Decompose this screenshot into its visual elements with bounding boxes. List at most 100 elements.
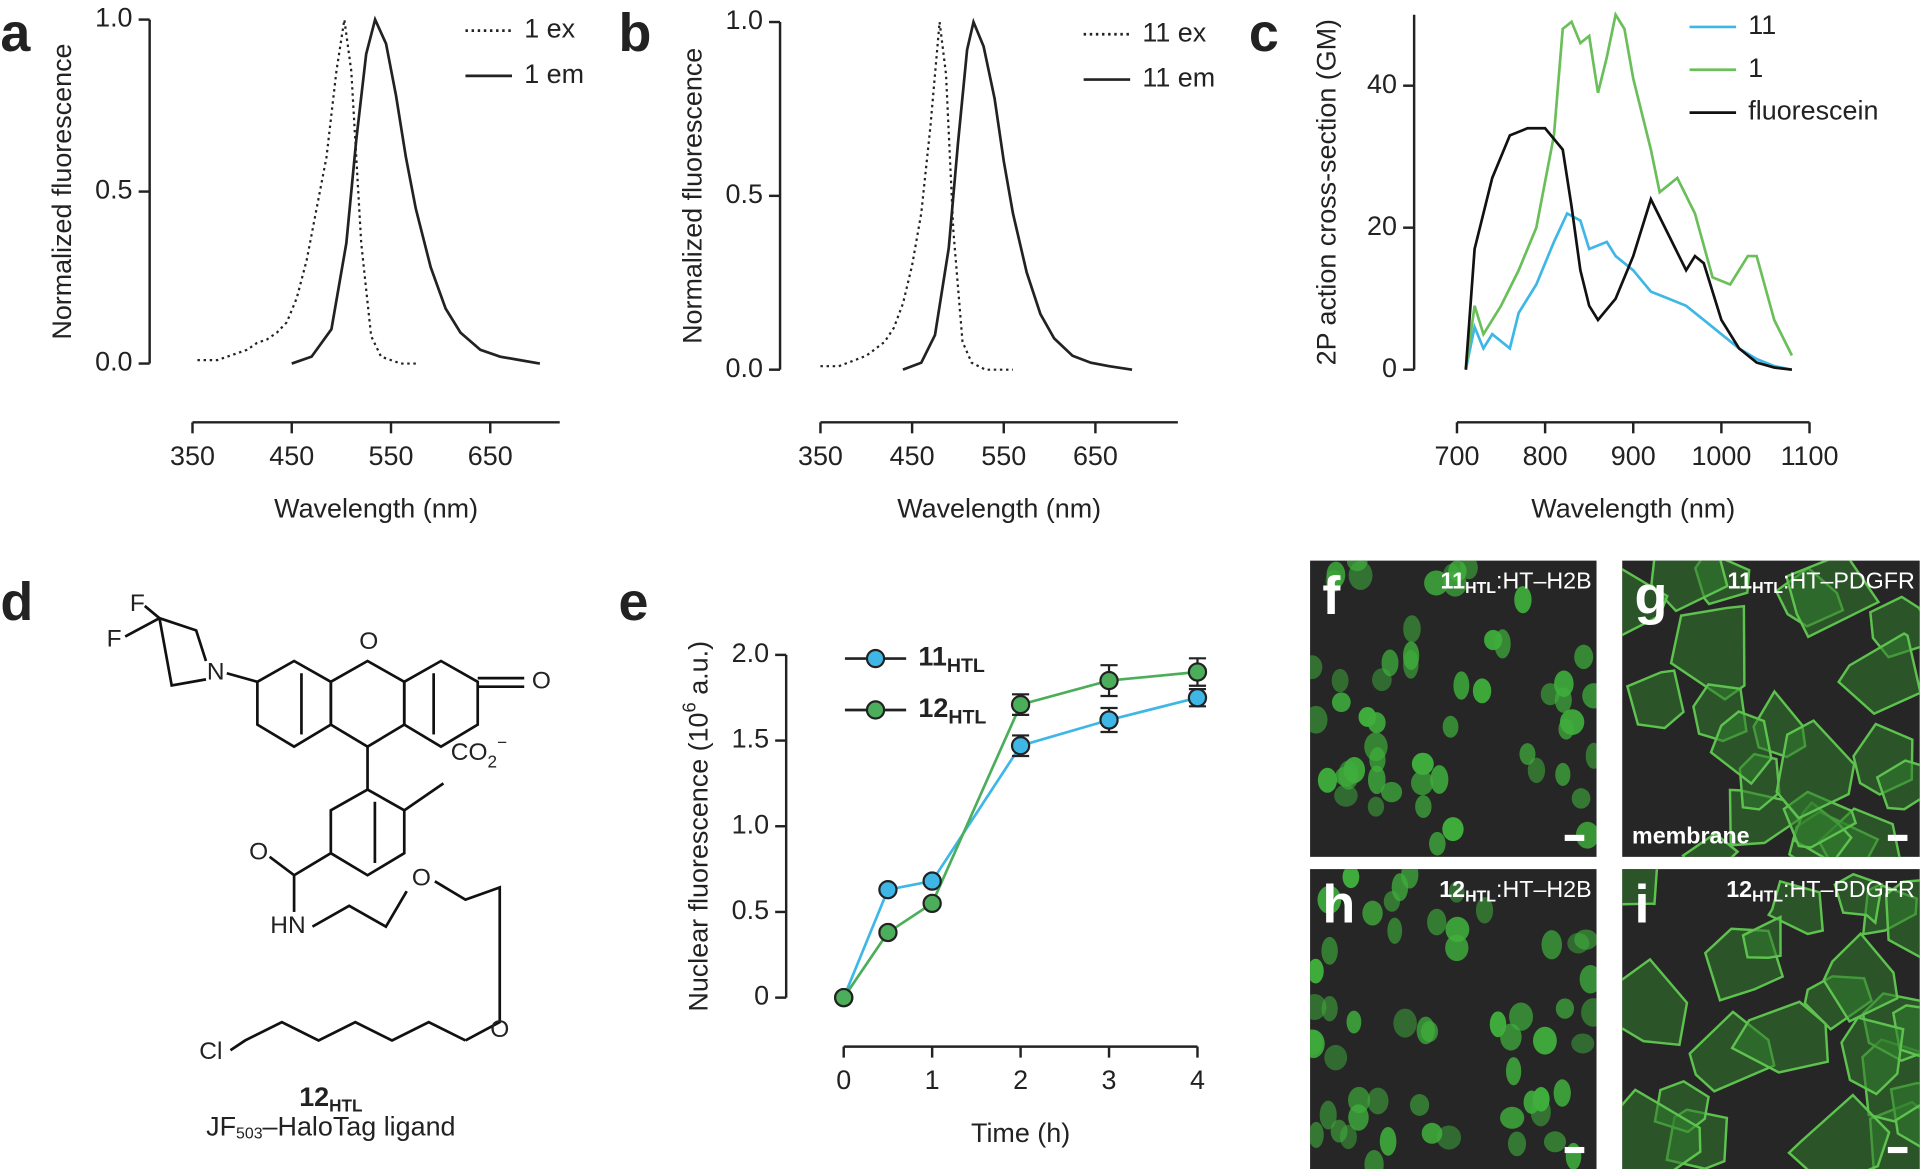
target: :HT–PDGFR	[1783, 568, 1915, 594]
nucleus	[1339, 1124, 1357, 1150]
nucleus	[1555, 998, 1575, 1019]
legend-text: 11 ex	[1142, 17, 1206, 47]
bond	[268, 855, 295, 877]
legend-text: 1 em	[524, 59, 584, 89]
cell	[1622, 869, 1659, 906]
cell	[1775, 719, 1856, 820]
x-tick-label: 900	[1611, 441, 1656, 471]
nucleus	[1321, 936, 1338, 965]
x-tick-label: 650	[1073, 441, 1118, 471]
superscript: 6	[679, 702, 700, 712]
compound: 12	[1439, 876, 1465, 902]
marker	[834, 987, 854, 1008]
nucleus	[1367, 765, 1386, 795]
nucleus	[1453, 671, 1470, 700]
y-axis-title-text: a.u.)	[684, 641, 714, 702]
x-axis-title: Wavelength (nm)	[897, 494, 1101, 524]
ring	[402, 659, 480, 749]
atom: CO	[451, 740, 488, 767]
bond	[143, 604, 161, 620]
atom: HN	[270, 912, 305, 939]
nucleus	[1581, 998, 1597, 1027]
marker	[1187, 688, 1208, 708]
series-line	[902, 17, 1133, 372]
legend-text: 11 em	[1142, 63, 1215, 93]
nucleus	[1411, 770, 1434, 796]
marker	[1010, 694, 1031, 715]
y-tick-label: 0.5	[95, 175, 132, 205]
nucleus	[1367, 1087, 1389, 1115]
nucleus	[1348, 1104, 1369, 1131]
y-tick-label: 20	[1367, 211, 1397, 241]
cells	[1310, 869, 1597, 1169]
legend-label: 1 em	[524, 59, 584, 89]
nucleus	[1575, 821, 1597, 849]
nucleus	[1571, 788, 1591, 809]
micrograph: i 12HTL:HT–PDGFR	[1622, 869, 1920, 1169]
micrograph: g 11HTL:HT–PDGFR membrane	[1622, 560, 1920, 857]
nucleus	[1364, 732, 1388, 762]
cell	[1622, 1088, 1702, 1169]
marker	[1099, 670, 1119, 691]
y-tick-label: 1.0	[732, 809, 769, 839]
x-tick-label: 1000	[1691, 441, 1751, 471]
nucleus	[1475, 897, 1494, 924]
nucleus	[1484, 629, 1503, 651]
subscript: HTL	[947, 655, 985, 677]
nucleus	[1442, 817, 1464, 842]
y-axis-title-text: Normalized fluorescence	[677, 48, 707, 344]
cells	[1622, 869, 1920, 1169]
nucleus	[1555, 762, 1571, 787]
nucleus	[1427, 908, 1447, 936]
atom: O	[532, 667, 551, 694]
nucleus	[1342, 869, 1360, 889]
nucleus	[1338, 760, 1359, 790]
y-axis-title: Normalized fluorescence	[677, 48, 707, 344]
nucleus	[1402, 641, 1420, 670]
x-tick-label: 450	[269, 441, 314, 471]
panel-letter: h	[1322, 874, 1355, 934]
nucleus	[1391, 873, 1409, 902]
atom: Cl	[199, 1038, 222, 1065]
nucleus	[1543, 1131, 1567, 1153]
subscript: HTL	[1752, 580, 1783, 597]
nucleus	[1509, 1002, 1534, 1031]
x-tick-label: 3	[1102, 1065, 1117, 1095]
legend-text: 11	[1748, 10, 1776, 40]
nucleus	[1424, 570, 1449, 596]
atom: O	[249, 839, 268, 866]
y-tick-label: 0	[1382, 353, 1397, 383]
cell	[1833, 872, 1884, 926]
image-label: 11HTL:HT–H2B	[1440, 568, 1591, 597]
x-tick-label: 550	[369, 441, 414, 471]
cell	[1622, 568, 1669, 637]
legend-text: 1	[1748, 53, 1763, 83]
chain	[229, 1020, 467, 1052]
nucleus	[1429, 831, 1446, 856]
x-tick-label: 0	[836, 1065, 851, 1095]
atom: F	[107, 626, 122, 653]
bond	[124, 616, 161, 638]
cell	[1741, 915, 1782, 959]
cell	[1709, 710, 1773, 786]
legend-marker	[865, 700, 886, 720]
cell	[1884, 879, 1920, 959]
x-axis-title: Time (h)	[971, 1118, 1070, 1148]
cell	[1822, 931, 1899, 1023]
legend-text: fluorescein	[1748, 96, 1878, 126]
series-line	[842, 696, 1198, 999]
x-tick-label: 1100	[1781, 441, 1839, 471]
marker	[1099, 710, 1119, 730]
y-axis-title: Nuclear fluorescence (106 a.u.)	[679, 641, 714, 1012]
scale-bar	[1564, 1146, 1585, 1154]
chemical-structure: d F F N O O O HN O O Cl CO2− 12HTL JF5	[0, 572, 551, 1143]
legend-label: 11 em	[1142, 63, 1215, 93]
subscript: HTL	[948, 707, 986, 729]
series-line	[842, 670, 1198, 999]
nucleus	[1358, 707, 1377, 727]
azetidine	[157, 616, 208, 688]
series-line	[291, 15, 541, 365]
legend-label: 11HTL	[918, 642, 985, 678]
target: :HT–H2B	[1496, 568, 1592, 594]
legend-label: fluorescein	[1748, 96, 1878, 126]
